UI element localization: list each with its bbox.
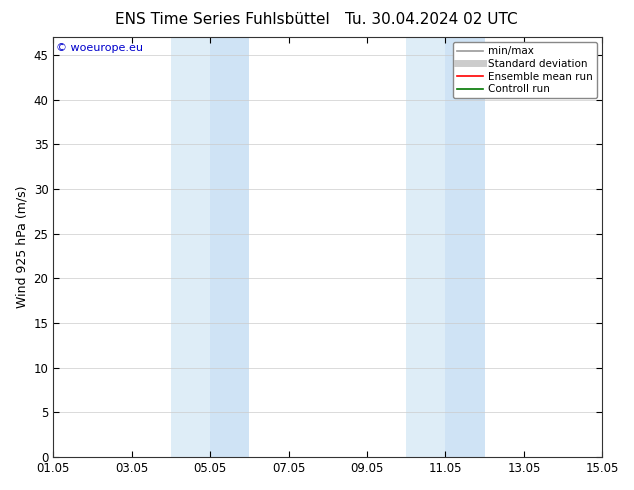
Y-axis label: Wind 925 hPa (m/s): Wind 925 hPa (m/s) (15, 186, 28, 308)
Bar (446, 37, 484, 457)
Text: ENS Time Series Fuhlsbüttel: ENS Time Series Fuhlsbüttel (115, 12, 329, 27)
Bar (171, 37, 210, 457)
Text: Tu. 30.04.2024 02 UTC: Tu. 30.04.2024 02 UTC (345, 12, 517, 27)
Legend: min/max, Standard deviation, Ensemble mean run, Controll run: min/max, Standard deviation, Ensemble me… (453, 42, 597, 98)
Bar (210, 37, 249, 457)
Bar (406, 37, 446, 457)
Text: © woeurope.eu: © woeurope.eu (56, 43, 143, 53)
